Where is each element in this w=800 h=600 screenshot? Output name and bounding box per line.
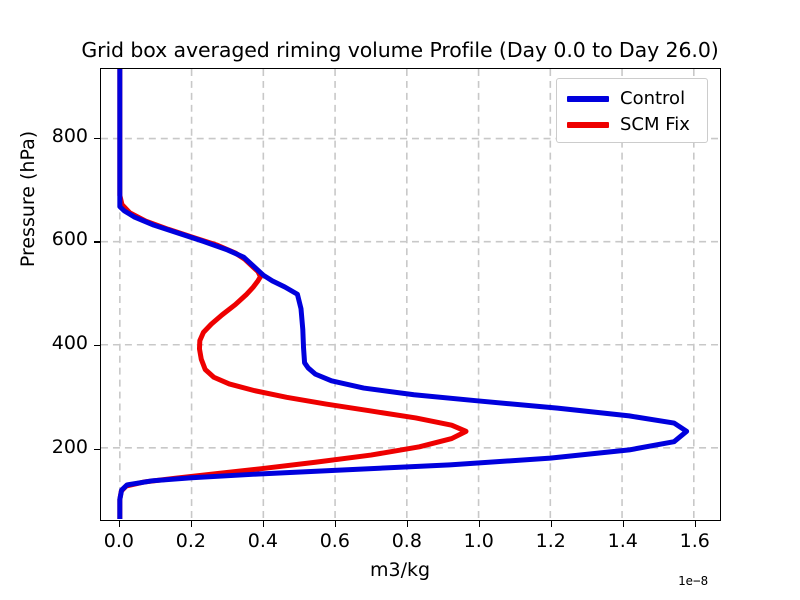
data-curves [117, 69, 690, 519]
x-tick-label: 1.0 [463, 530, 494, 552]
x-tickmark [118, 521, 121, 527]
x-tick-label: 0.2 [175, 530, 206, 552]
y-tickmark [94, 241, 100, 243]
x-tick-label: 0.8 [391, 530, 422, 552]
x-tick-label: 1.6 [679, 530, 710, 552]
y-tickmark [94, 344, 100, 347]
y-tick-label: 200 [51, 435, 88, 458]
x-tickmark [550, 521, 552, 527]
y-tick-label: 800 [51, 124, 88, 147]
plot-area [100, 68, 721, 521]
x-tickmark [478, 521, 480, 527]
x-tickmark [262, 521, 265, 527]
y-tick-label: 400 [51, 331, 88, 354]
x-axis-label: m3/kg [369, 559, 431, 581]
x-tick-label: 1.4 [607, 530, 638, 552]
legend-label-scm-fix: SCM Fix [620, 114, 690, 135]
x-tick-label: 0.6 [319, 530, 350, 552]
x-tickmark [406, 521, 408, 527]
x-tickmark [334, 521, 337, 527]
x-tick-label: 1.2 [535, 530, 566, 552]
x-tickmark [190, 521, 193, 527]
x-tickmark [622, 521, 624, 527]
x-tickmark [694, 521, 696, 527]
y-tick-label: 600 [51, 228, 88, 251]
x-axis-exponent: 1e−8 [678, 573, 709, 588]
chart-legend[interactable]: Control SCM Fix [556, 78, 708, 143]
series-line-control [117, 69, 690, 519]
legend-swatch-scm-fix [567, 122, 609, 128]
legend-label-control: Control [620, 88, 686, 109]
x-tick-label: 0.0 [103, 530, 134, 552]
y-tickmark [94, 448, 100, 450]
legend-item-control[interactable]: Control [557, 86, 707, 112]
y-tickmark [94, 137, 100, 140]
legend-item-scm-fix[interactable]: SCM Fix [557, 112, 707, 138]
x-tick-label: 0.4 [247, 530, 278, 552]
chart-title: Grid box averaged riming volume Profile … [81, 38, 719, 62]
legend-swatch-control [567, 96, 609, 102]
